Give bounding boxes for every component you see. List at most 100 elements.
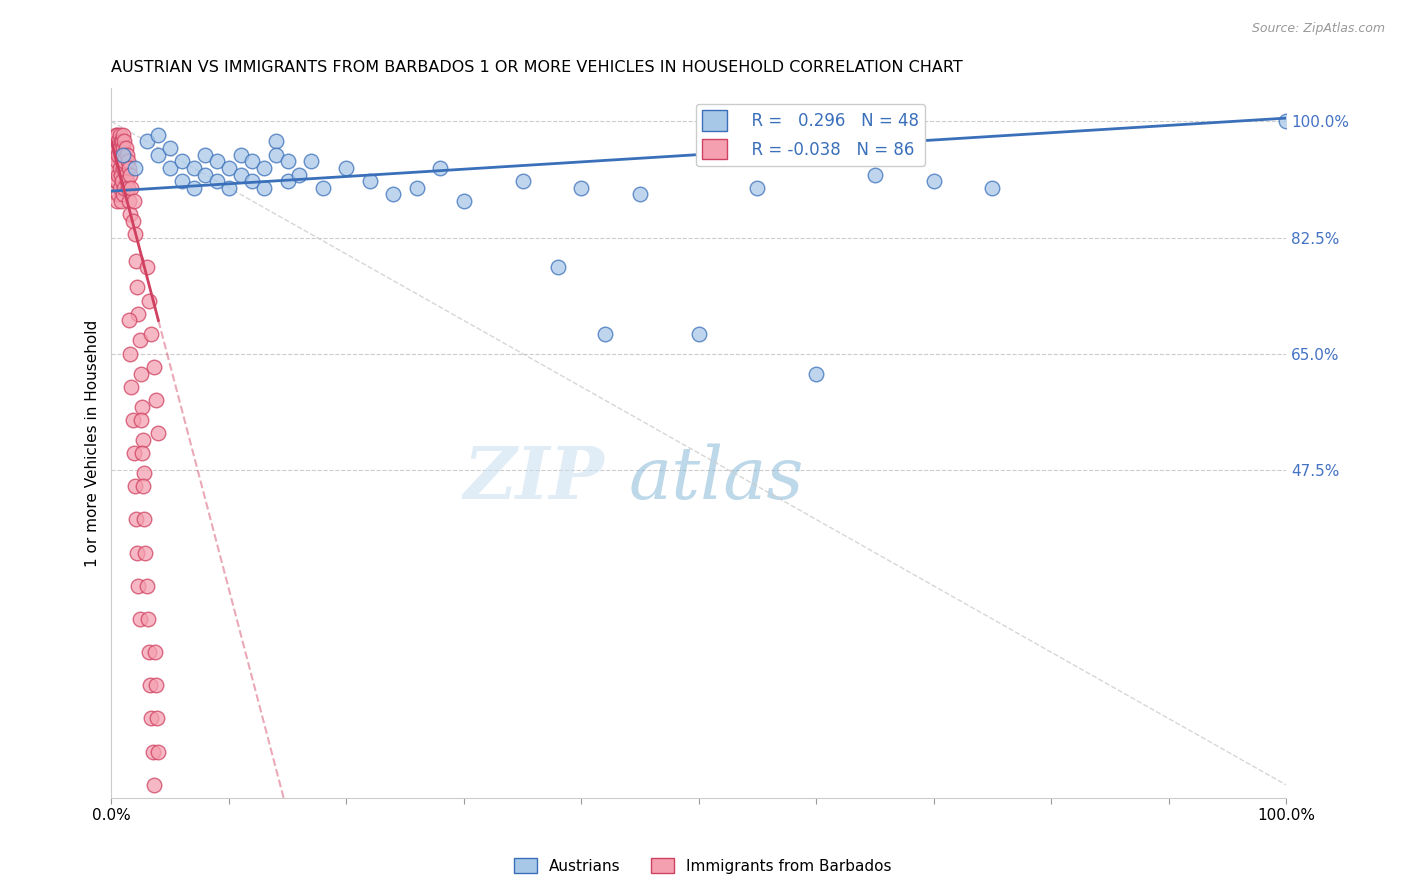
Legend: Austrians, Immigrants from Barbados: Austrians, Immigrants from Barbados xyxy=(508,852,898,880)
Point xyxy=(108,181,131,195)
Point xyxy=(127,579,149,593)
Point xyxy=(108,161,131,175)
Point xyxy=(170,174,193,188)
Point xyxy=(205,174,228,188)
Point xyxy=(115,147,138,161)
Point xyxy=(105,128,128,142)
Point xyxy=(194,168,217,182)
Point xyxy=(129,367,152,381)
Point xyxy=(131,446,153,460)
Point xyxy=(107,187,129,202)
Point xyxy=(114,141,136,155)
Point xyxy=(804,367,827,381)
Point xyxy=(148,147,170,161)
Text: AUSTRIAN VS IMMIGRANTS FROM BARBADOS 1 OR MORE VEHICLES IN HOUSEHOLD CORRELATION: AUSTRIAN VS IMMIGRANTS FROM BARBADOS 1 O… xyxy=(111,60,963,75)
Point xyxy=(136,612,159,626)
Point xyxy=(299,154,322,169)
Point xyxy=(120,346,142,360)
Point xyxy=(135,134,157,148)
Point xyxy=(117,154,139,169)
Point xyxy=(453,194,475,208)
Point xyxy=(124,227,146,242)
Point xyxy=(141,711,163,725)
Point xyxy=(111,134,134,148)
Point xyxy=(312,181,335,195)
Point xyxy=(138,645,160,659)
Point xyxy=(148,745,170,759)
Point xyxy=(141,745,163,759)
Point xyxy=(134,546,156,560)
Point xyxy=(105,194,128,208)
Point xyxy=(143,645,166,659)
Point xyxy=(112,161,135,175)
Point xyxy=(110,147,132,161)
Point xyxy=(108,141,131,155)
Point xyxy=(142,359,165,374)
Point xyxy=(105,141,128,155)
Point xyxy=(142,778,165,792)
Point xyxy=(146,711,169,725)
Legend:   R =   0.296   N = 48,   R = -0.038   N = 86: R = 0.296 N = 48, R = -0.038 N = 86 xyxy=(696,103,925,166)
Point xyxy=(115,174,138,188)
Point xyxy=(131,400,153,414)
Point xyxy=(922,174,945,188)
Point xyxy=(159,161,181,175)
Point xyxy=(114,168,136,182)
Point xyxy=(218,181,240,195)
Point xyxy=(128,334,150,348)
Point xyxy=(359,174,381,188)
Point xyxy=(125,253,148,268)
Point xyxy=(124,479,146,493)
Point xyxy=(105,174,128,188)
Point xyxy=(118,194,141,208)
Point xyxy=(108,128,131,142)
Point xyxy=(112,134,135,148)
Point xyxy=(112,147,135,161)
Point xyxy=(120,181,142,195)
Point xyxy=(110,168,132,182)
Text: atlas: atlas xyxy=(628,443,804,514)
Point xyxy=(112,141,135,155)
Point xyxy=(107,147,129,161)
Point xyxy=(145,678,167,692)
Point xyxy=(229,168,252,182)
Point xyxy=(253,181,276,195)
Point xyxy=(122,194,145,208)
Point xyxy=(141,326,163,341)
Point xyxy=(1275,114,1298,128)
Point xyxy=(863,168,886,182)
Point xyxy=(118,313,141,327)
Point xyxy=(405,181,427,195)
Point xyxy=(110,134,132,148)
Point xyxy=(148,426,170,441)
Point xyxy=(104,161,127,175)
Point xyxy=(120,380,142,394)
Point xyxy=(183,181,205,195)
Point xyxy=(111,154,134,169)
Point xyxy=(547,260,569,275)
Point xyxy=(112,181,135,195)
Point xyxy=(132,433,155,447)
Point xyxy=(135,260,157,275)
Point xyxy=(124,161,146,175)
Point xyxy=(110,194,132,208)
Point xyxy=(107,168,129,182)
Point xyxy=(218,161,240,175)
Point xyxy=(628,187,651,202)
Point xyxy=(134,466,156,480)
Point xyxy=(264,147,287,161)
Point xyxy=(569,181,592,195)
Point xyxy=(112,187,135,202)
Point xyxy=(125,512,148,526)
Point xyxy=(120,207,142,221)
Point xyxy=(105,147,128,161)
Point xyxy=(107,134,129,148)
Point xyxy=(264,134,287,148)
Point xyxy=(128,612,150,626)
Point xyxy=(170,154,193,169)
Point xyxy=(111,174,134,188)
Point xyxy=(688,326,710,341)
Text: ZIP: ZIP xyxy=(464,443,605,514)
Point xyxy=(139,678,162,692)
Point xyxy=(120,168,142,182)
